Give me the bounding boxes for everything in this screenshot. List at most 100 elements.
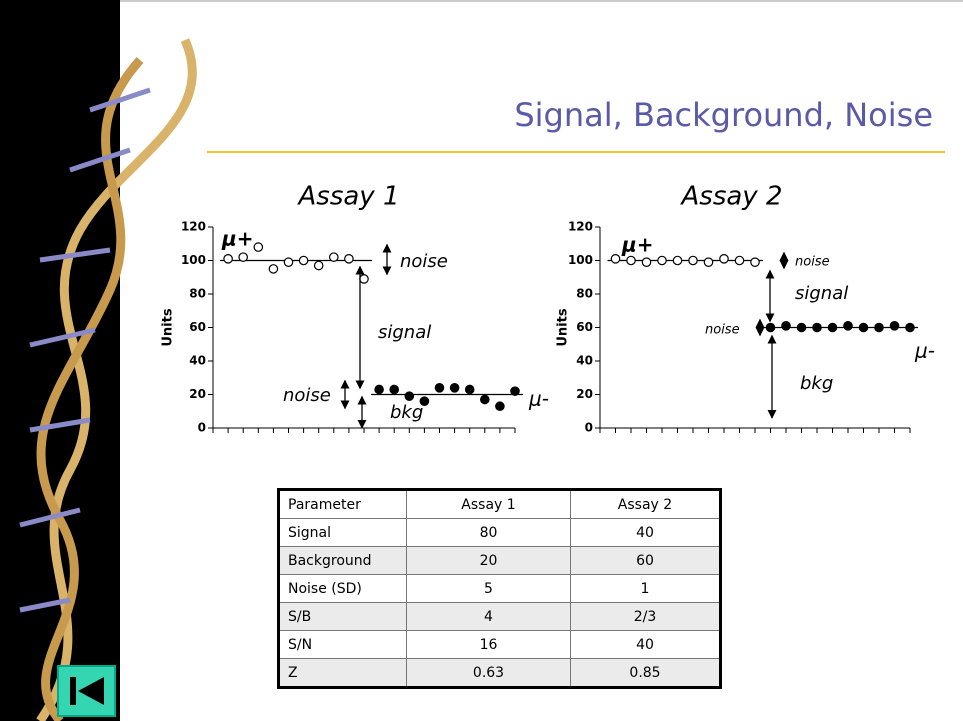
data-point: [782, 322, 790, 330]
data-point: [766, 323, 774, 331]
y-tick-label: 60: [189, 320, 206, 334]
slide-title: Signal, Background, Noise: [514, 96, 933, 134]
table-cell: 2/3: [571, 603, 721, 631]
y-axis-label: Units: [161, 308, 176, 346]
data-point: [611, 255, 619, 263]
annotation: noise: [705, 323, 740, 338]
data-point: [299, 256, 307, 264]
data-point: [751, 258, 759, 266]
data-point: [511, 387, 519, 395]
data-point: [890, 322, 898, 330]
data-point: [735, 256, 743, 264]
data-point: [642, 258, 650, 266]
data-point: [906, 323, 914, 331]
y-tick-label: 100: [568, 253, 593, 267]
table-cell: S/N: [279, 631, 407, 659]
annotation: noise: [795, 255, 830, 270]
y-tick-label: 60: [576, 320, 593, 334]
chart-title: Assay 2: [679, 182, 782, 212]
data-point: [450, 384, 458, 392]
annotation: μ-: [528, 387, 549, 411]
annotation: μ-: [914, 339, 935, 363]
slide: Signal, Background, Noise Assay 1 Units 0 2…: [0, 0, 963, 721]
annotation: signal: [795, 283, 848, 304]
data-point: [481, 395, 489, 403]
table-cell: 16: [407, 631, 571, 659]
data-point: [390, 385, 398, 393]
table-cell: Signal: [279, 519, 407, 547]
y-axis-label: Units: [556, 308, 571, 346]
annotation: bkg: [390, 402, 423, 423]
data-point: [315, 261, 323, 269]
y-tick-label: 40: [576, 354, 593, 368]
data-point: [269, 265, 277, 273]
table-cell: 1: [571, 575, 721, 603]
data-point: [875, 323, 883, 331]
data-point: [435, 384, 443, 392]
data-point: [254, 243, 262, 251]
y-tick-label: 20: [576, 387, 593, 401]
data-point: [239, 253, 247, 261]
y-tick-label: 0: [585, 421, 593, 435]
data-point: [627, 256, 635, 264]
annotation: μ+: [221, 227, 253, 251]
data-point: [466, 385, 474, 393]
data-point: [345, 255, 353, 263]
y-tick-label: 20: [189, 387, 206, 401]
data-point: [330, 253, 338, 261]
chart-title: Assay 1: [296, 182, 399, 212]
data-point: [720, 255, 728, 263]
data-point: [360, 275, 368, 283]
annotation: noise: [283, 385, 331, 406]
data-point: [828, 323, 836, 331]
y-tick-label: 0: [198, 421, 206, 435]
table-cell: Z: [279, 659, 407, 688]
data-point: [797, 323, 805, 331]
table-cell: S/B: [279, 603, 407, 631]
y-tick-label: 120: [568, 220, 593, 234]
table-cell: Assay 2: [571, 490, 721, 519]
table-cell: 80: [407, 519, 571, 547]
table-cell: 5: [407, 575, 571, 603]
y-tick-label: 80: [576, 287, 593, 301]
table-cell: Assay 1: [407, 490, 571, 519]
data-point: [496, 402, 504, 410]
data-point: [704, 258, 712, 266]
data-point: [375, 385, 383, 393]
data-point: [224, 255, 232, 263]
data-point: [673, 256, 681, 264]
data-point: [658, 256, 666, 264]
y-tick-label: 40: [189, 354, 206, 368]
annotation: signal: [378, 322, 431, 343]
data-point: [813, 323, 821, 331]
table-cell: Noise (SD): [279, 575, 407, 603]
data-point: [844, 322, 852, 330]
table-cell: 4: [407, 603, 571, 631]
data-point: [859, 323, 867, 331]
table-cell: 20: [407, 547, 571, 575]
y-tick-label: 80: [189, 287, 206, 301]
nav-button[interactable]: [58, 666, 115, 716]
table-cell: 40: [571, 631, 721, 659]
annotation: bkg: [800, 373, 833, 394]
data-point: [284, 258, 292, 266]
table-cell: 60: [571, 547, 721, 575]
annotation: noise: [400, 251, 448, 272]
data-point: [405, 392, 413, 400]
table-cell: 0.63: [407, 659, 571, 688]
table-cell: Parameter: [279, 490, 407, 519]
data-point: [689, 256, 697, 264]
y-tick-label: 100: [181, 253, 206, 267]
table-cell: 40: [571, 519, 721, 547]
table-cell: Background: [279, 547, 407, 575]
table-cell: 0.85: [571, 659, 721, 688]
y-tick-label: 120: [181, 220, 206, 234]
